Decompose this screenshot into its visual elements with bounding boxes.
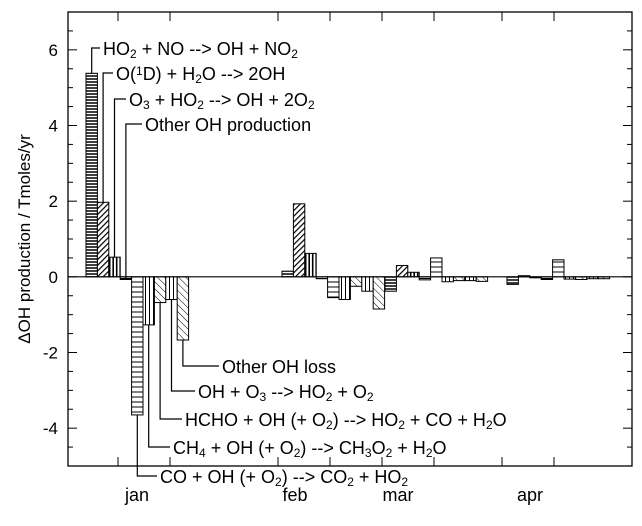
- bar-s1-jan: [85, 72, 98, 278]
- series-labels-layer: HO2 + NO --> OH + NO2 O(1D) + H2O --> 2OH…: [91, 39, 507, 489]
- bar-s3-jan: [108, 256, 121, 278]
- bar-s6-mar: [441, 276, 454, 283]
- bar-s9-feb: [372, 276, 386, 310]
- leader-s7: [159, 302, 182, 420]
- x-category-label: feb: [282, 485, 307, 505]
- label-s3: O3 + HO2 --> OH + 2O2: [129, 90, 315, 112]
- bar-s5-apr: [552, 259, 565, 278]
- bar-s3-mar: [407, 271, 420, 278]
- bar-s6-jan: [142, 276, 155, 326]
- leader-s1: [91, 47, 100, 74]
- bar-s5-mar: [430, 257, 443, 278]
- x-category-label: mar: [383, 485, 414, 505]
- label-s9: Other OH loss: [222, 357, 336, 377]
- bar-s8-jan: [165, 276, 178, 301]
- bar-s5-feb: [327, 276, 340, 299]
- label-s4: Other OH production: [145, 115, 311, 135]
- bar-s7-feb: [349, 276, 363, 287]
- leader-s9: [182, 340, 219, 367]
- leader-s6: [148, 324, 170, 448]
- bars-layer: [85, 72, 611, 416]
- bar-s1-mar: [384, 276, 397, 292]
- label-s1: HO2 + NO --> OH + NO2: [103, 39, 298, 61]
- bar-s9-jan: [176, 276, 190, 341]
- leader-s3: [113, 98, 126, 258]
- leader-s2: [102, 72, 113, 203]
- label-s7: HCHO + OH (+ O2) --> HO2 + CO + H2O: [185, 410, 507, 432]
- x-category-label: apr: [517, 485, 543, 505]
- bar-s5-jan: [131, 276, 144, 416]
- leader-s8: [170, 299, 195, 392]
- y-tick-label: -4: [43, 419, 58, 438]
- leader-s4: [125, 123, 142, 280]
- y-axis-label: ΔOH production / Tmoles/yr: [15, 134, 34, 344]
- bar-s8-feb: [361, 276, 374, 292]
- label-s2: O(1D) + H2O --> 2OH: [116, 64, 285, 86]
- y-tick-label: -2: [43, 344, 58, 363]
- bar-s2-feb: [292, 203, 306, 278]
- x-category-label: jan: [124, 485, 149, 505]
- y-tick-label: 4: [49, 117, 58, 136]
- label-s5: CO + OH (+ O2) --> CO2 + HO2: [160, 467, 408, 489]
- bar-s7-jan: [153, 276, 167, 304]
- y-tick-label: 0: [49, 268, 58, 287]
- bar-s2-jan: [96, 201, 110, 278]
- label-s6: CH4 + OH (+ O2) --> CH3O2 + H2O: [173, 438, 447, 460]
- bar-s3-feb: [304, 252, 317, 278]
- bar-s9-mar: [475, 276, 489, 282]
- label-s8: OH + O3 --> HO2 + O2: [198, 382, 374, 404]
- axes-layer: -4 -2 0 2 4 6 jan feb mar apr ΔOH production / Tmo…: [15, 11, 633, 505]
- bar-s1-feb: [281, 270, 294, 278]
- bar-s6-feb: [338, 276, 351, 301]
- y-tick-label: 6: [49, 41, 58, 60]
- bar-s2-mar: [395, 264, 409, 278]
- bar-s1-apr: [506, 276, 519, 285]
- leader-s5: [136, 414, 157, 477]
- y-tick-label: 2: [49, 192, 58, 211]
